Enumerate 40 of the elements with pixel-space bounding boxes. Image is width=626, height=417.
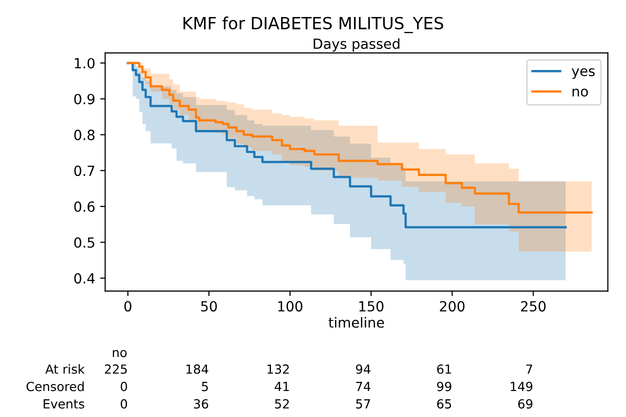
text: 99 bbox=[437, 382, 452, 392]
y-tick-label: 0.8 bbox=[74, 130, 94, 140]
y-tick-label: 0.5 bbox=[74, 237, 94, 248]
x-tick-label: 150 bbox=[359, 301, 384, 312]
text: 184 bbox=[186, 364, 208, 374]
text: 0 bbox=[120, 399, 128, 409]
text: 74 bbox=[356, 382, 370, 392]
text: 132 bbox=[268, 364, 289, 374]
text: 0 bbox=[120, 382, 128, 392]
x-tick-label: 200 bbox=[440, 301, 465, 312]
text: 94 bbox=[356, 364, 370, 374]
text: Censored bbox=[26, 382, 84, 392]
text: no bbox=[112, 350, 127, 358]
text: 61 bbox=[437, 364, 452, 374]
y-tick-label: 0.6 bbox=[74, 201, 95, 212]
x-tick-label: 0 bbox=[124, 301, 132, 312]
y-tick-label: 0.9 bbox=[74, 94, 94, 104]
x-axis-title: timeline bbox=[328, 317, 384, 328]
text: 52 bbox=[275, 399, 289, 409]
text: 149 bbox=[510, 382, 532, 392]
legend-label: no bbox=[572, 88, 588, 97]
text: Events bbox=[44, 399, 84, 409]
y-tick-label: 1.0 bbox=[74, 58, 95, 68]
text: At risk bbox=[45, 364, 85, 374]
text: 5 bbox=[202, 382, 208, 392]
y-tick-label: 0.7 bbox=[74, 166, 94, 176]
text: 225 bbox=[104, 364, 127, 374]
text: 57 bbox=[356, 399, 370, 409]
chart-title: KMF for DIABETES MILITUS_YES bbox=[184, 16, 444, 34]
text: 36 bbox=[194, 399, 208, 409]
text: 65 bbox=[437, 399, 452, 409]
text: 7 bbox=[526, 364, 532, 374]
chart-subtitle: Days passed bbox=[314, 38, 400, 52]
x-tick-label: 100 bbox=[278, 301, 302, 312]
text: 69 bbox=[518, 399, 532, 409]
legend-label: yes bbox=[572, 68, 595, 79]
text: 41 bbox=[274, 382, 289, 392]
x-tick-label: 250 bbox=[521, 301, 546, 312]
x-tick-label: 50 bbox=[201, 301, 217, 312]
y-tick-label: 0.4 bbox=[74, 273, 95, 284]
